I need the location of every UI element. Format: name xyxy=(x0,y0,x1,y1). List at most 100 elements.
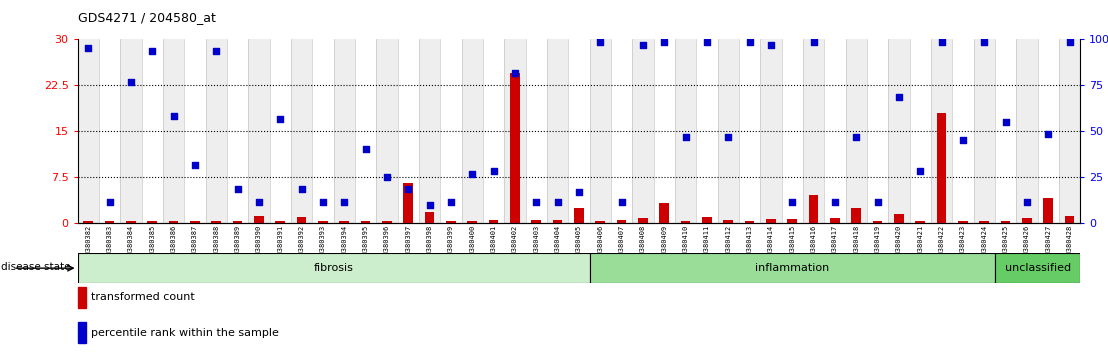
Point xyxy=(357,147,375,152)
Bar xyxy=(702,217,711,223)
Bar xyxy=(483,39,504,223)
Bar xyxy=(654,39,675,223)
Point xyxy=(933,39,951,45)
Bar xyxy=(312,39,334,223)
Point xyxy=(571,189,588,195)
Point xyxy=(869,199,886,204)
Bar xyxy=(78,253,589,283)
Bar xyxy=(595,221,605,223)
Bar xyxy=(824,39,845,223)
Bar xyxy=(468,221,478,223)
Bar xyxy=(830,218,840,223)
Bar xyxy=(952,39,974,223)
Point xyxy=(527,199,545,204)
Text: transformed count: transformed count xyxy=(91,292,195,302)
Bar xyxy=(866,39,889,223)
Point xyxy=(656,39,674,45)
Bar xyxy=(851,208,861,223)
Bar xyxy=(611,39,633,223)
Point xyxy=(165,113,183,119)
Bar xyxy=(276,221,285,223)
Bar xyxy=(766,219,776,223)
Point xyxy=(186,162,204,167)
Bar xyxy=(339,221,349,223)
Bar xyxy=(781,39,803,223)
Point xyxy=(634,42,652,48)
Point xyxy=(378,174,396,180)
Bar xyxy=(995,253,1080,283)
Bar xyxy=(184,39,206,223)
Point xyxy=(741,39,759,45)
Bar xyxy=(291,39,312,223)
Bar xyxy=(915,221,925,223)
Bar xyxy=(121,39,142,223)
Bar xyxy=(248,39,269,223)
Point xyxy=(1060,39,1078,45)
Bar xyxy=(510,73,520,223)
Bar xyxy=(937,113,946,223)
Bar xyxy=(105,221,114,223)
Bar xyxy=(696,39,718,223)
Bar xyxy=(318,221,328,223)
Point xyxy=(954,137,972,143)
Bar xyxy=(191,221,199,223)
Bar xyxy=(1037,39,1059,223)
Bar xyxy=(1044,199,1053,223)
Point xyxy=(912,168,930,174)
Bar xyxy=(297,217,307,223)
Bar xyxy=(142,39,163,223)
Bar xyxy=(398,39,419,223)
Point xyxy=(613,199,630,204)
Bar xyxy=(78,39,99,223)
Point xyxy=(399,187,417,192)
Text: percentile rank within the sample: percentile rank within the sample xyxy=(91,328,279,338)
Bar xyxy=(633,39,654,223)
Bar xyxy=(1065,216,1075,223)
Bar xyxy=(419,39,440,223)
Bar xyxy=(675,39,696,223)
Point xyxy=(442,199,460,204)
Point xyxy=(804,39,822,45)
Bar xyxy=(931,39,952,223)
Bar xyxy=(889,39,910,223)
Bar xyxy=(958,221,967,223)
Bar xyxy=(568,39,589,223)
Bar xyxy=(403,183,413,223)
Bar xyxy=(894,214,904,223)
Bar xyxy=(809,195,819,223)
Bar xyxy=(553,220,563,223)
Point xyxy=(207,48,225,54)
Bar xyxy=(638,218,648,223)
Point xyxy=(271,116,289,121)
Bar xyxy=(910,39,931,223)
Bar xyxy=(739,39,760,223)
Bar xyxy=(440,39,462,223)
Bar xyxy=(1001,221,1010,223)
Point xyxy=(80,45,98,51)
Bar xyxy=(489,220,499,223)
Point xyxy=(314,199,331,204)
Bar xyxy=(718,39,739,223)
Bar xyxy=(532,220,541,223)
Bar xyxy=(424,212,434,223)
Point xyxy=(421,202,439,207)
Bar xyxy=(269,39,291,223)
Bar xyxy=(83,221,93,223)
Point xyxy=(143,48,161,54)
Bar xyxy=(995,39,1016,223)
Bar xyxy=(382,221,392,223)
Point xyxy=(228,187,246,192)
Bar xyxy=(659,204,669,223)
Point xyxy=(250,199,268,204)
Bar xyxy=(845,39,866,223)
Point xyxy=(463,171,481,177)
Text: inflammation: inflammation xyxy=(756,263,830,273)
Bar xyxy=(979,221,989,223)
Bar xyxy=(525,39,547,223)
Point xyxy=(122,79,140,85)
Bar xyxy=(462,39,483,223)
Point xyxy=(997,119,1015,125)
Bar xyxy=(760,39,781,223)
Bar xyxy=(788,219,797,223)
Text: GDS4271 / 204580_at: GDS4271 / 204580_at xyxy=(78,11,215,24)
